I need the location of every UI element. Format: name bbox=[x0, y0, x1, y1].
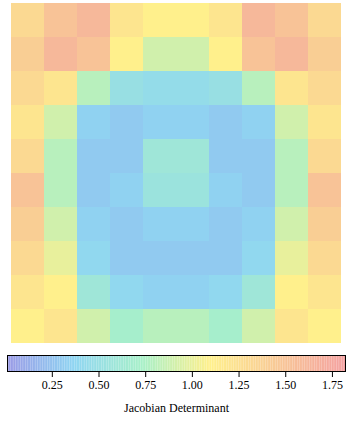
svg-text:Jacobian Determinant: Jacobian Determinant bbox=[124, 401, 230, 415]
svg-text:0.50: 0.50 bbox=[89, 378, 110, 392]
svg-text:1.25: 1.25 bbox=[229, 378, 250, 392]
svg-text:0.75: 0.75 bbox=[135, 378, 156, 392]
svg-text:1.50: 1.50 bbox=[275, 378, 296, 392]
svg-text:1.00: 1.00 bbox=[182, 378, 203, 392]
svg-text:0.25: 0.25 bbox=[42, 378, 63, 392]
svg-text:1.75: 1.75 bbox=[322, 378, 343, 392]
